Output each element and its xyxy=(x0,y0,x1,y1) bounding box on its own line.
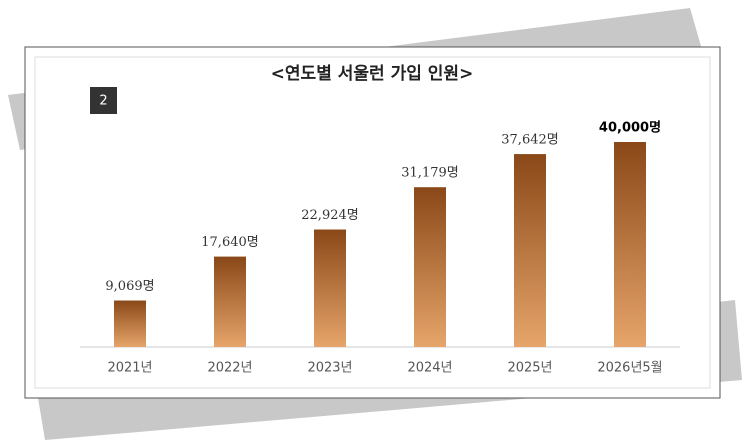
value-label: 17,640명 xyxy=(201,235,258,250)
bar xyxy=(414,187,446,347)
x-tick-label: 2021년 xyxy=(107,361,152,376)
x-tick-label: 2024년 xyxy=(407,361,452,376)
badge-box xyxy=(90,87,117,114)
value-label: 40,000명 xyxy=(599,120,661,136)
value-label: 22,924명 xyxy=(301,208,358,223)
x-tick-label: 2025년 xyxy=(507,361,552,376)
bar xyxy=(614,142,646,347)
badge: 2 xyxy=(99,94,107,109)
x-tick-label: 2023년 xyxy=(307,361,352,376)
bar xyxy=(114,300,146,347)
bar xyxy=(214,256,246,347)
x-tick-label: 2022년 xyxy=(207,361,252,376)
bar xyxy=(314,229,346,347)
chart-title: <연도별 서울런 가입 인원> xyxy=(271,64,474,84)
card-inner xyxy=(34,56,711,389)
x-tick-label: 2026년5월 xyxy=(597,361,662,376)
bar xyxy=(514,154,546,347)
value-label: 31,179명 xyxy=(401,166,458,181)
value-label: 9,069명 xyxy=(105,279,154,294)
value-label: 37,642명 xyxy=(501,133,558,148)
